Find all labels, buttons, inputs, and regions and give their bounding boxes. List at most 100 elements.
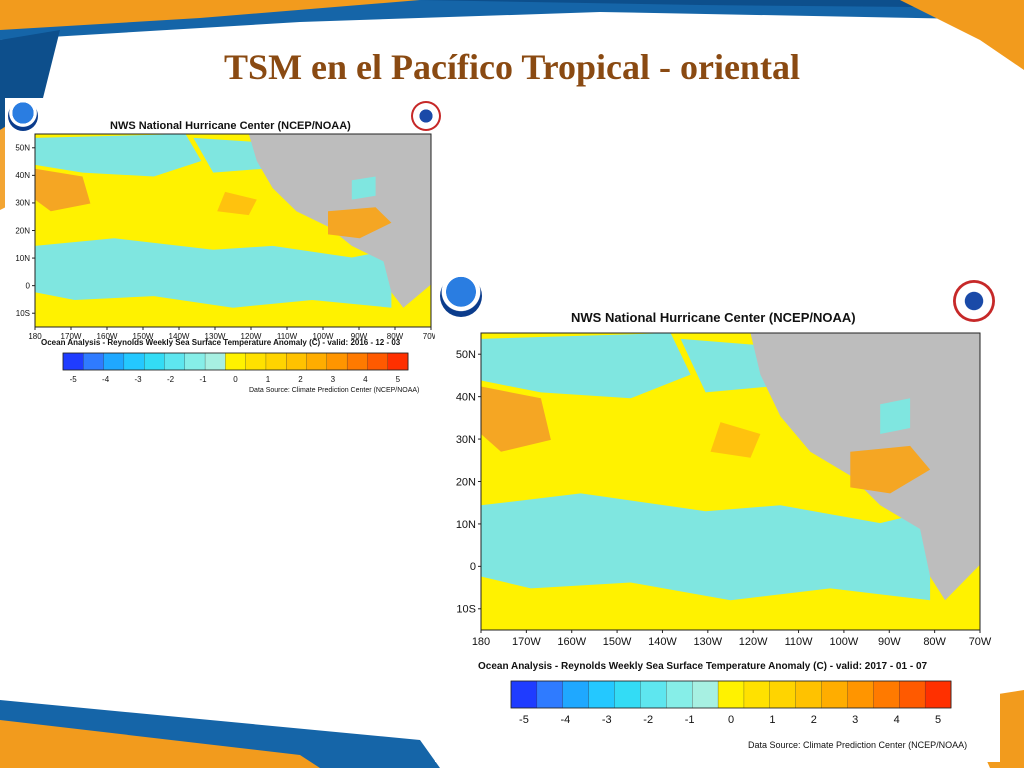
colorbar-swatch	[666, 680, 693, 709]
colorbar-label: 5	[396, 375, 401, 384]
lat-label: 20N	[456, 476, 476, 488]
lat-label: 50N	[15, 144, 30, 153]
cool-anomaly-region	[680, 338, 771, 393]
lon-label: 70W	[423, 332, 440, 341]
colorbar-swatch	[387, 352, 409, 371]
colorbar-label: 3	[331, 375, 336, 384]
colorbar-label: 2	[811, 714, 817, 726]
lon-label: 70W	[969, 636, 992, 648]
colorbar-label: -1	[685, 714, 695, 726]
colorbar-swatch	[692, 680, 719, 709]
gulf-cool-region	[880, 398, 911, 434]
warm-anomaly-region	[481, 386, 551, 452]
lon-label: 90W	[351, 332, 368, 341]
colorbar-label: 2	[298, 375, 303, 384]
colorbar-swatch	[123, 352, 145, 371]
colorbar-label: 4	[894, 714, 900, 726]
colorbar-label: -4	[102, 375, 110, 384]
lon-label: 160W	[557, 636, 586, 648]
lat-label: 40N	[456, 391, 476, 403]
colorbar-swatch	[795, 680, 823, 709]
lat-label: 10N	[456, 519, 476, 531]
lon-label: 130W	[205, 332, 226, 341]
colorbar-swatch	[640, 680, 667, 709]
lat-label: 0	[26, 281, 31, 290]
lat-label: 10N	[15, 254, 30, 263]
colorbar-swatch	[873, 680, 900, 709]
nws-logo	[411, 101, 441, 131]
colorbar-swatch	[184, 352, 206, 371]
colorbar-swatch	[144, 352, 165, 371]
colorbar-swatch	[225, 352, 247, 371]
colorbar-label: -5	[70, 375, 78, 384]
gulf-warm-region	[328, 207, 392, 239]
lat-label: 0	[470, 561, 476, 573]
colorbar-swatch	[717, 680, 745, 709]
colorbar-swatch	[614, 680, 641, 709]
lat-label: 40N	[15, 171, 30, 180]
equatorial-cool-band	[35, 238, 392, 308]
colorbar-label: -4	[560, 714, 570, 726]
equatorial-cool-band	[481, 493, 931, 601]
lon-label: 80W	[923, 636, 946, 648]
lon-label: 110W	[277, 332, 298, 341]
warm-anomaly-region	[710, 422, 761, 458]
colorbar-swatch	[83, 352, 105, 371]
lon-label: 150W	[133, 332, 154, 341]
lon-label: 170W	[512, 636, 541, 648]
colorbar-swatch	[847, 680, 874, 709]
cool-anomaly-region	[481, 333, 691, 399]
colorbar-swatch	[326, 352, 348, 371]
lon-label: 90W	[878, 636, 901, 648]
lat-label: 20N	[15, 226, 30, 235]
colorbar-label: 3	[852, 714, 858, 726]
colorbar-label: 1	[769, 714, 775, 726]
lon-label: 110W	[785, 636, 814, 648]
map-large-header: NWS National Hurricane Center (NCEP/NOAA…	[571, 310, 856, 325]
nws-logo	[953, 280, 995, 322]
map-large-caption: Ocean Analysis - Reynolds Weekly Sea Sur…	[478, 661, 928, 672]
colorbar-label: -3	[602, 714, 612, 726]
lon-label: 130W	[693, 636, 722, 648]
lon-label: 140W	[648, 636, 677, 648]
lon-label: 100W	[313, 332, 334, 341]
colorbar-swatch	[743, 680, 771, 709]
lon-label: 120W	[241, 332, 262, 341]
colorbar-label: -2	[167, 375, 175, 384]
colorbar-swatch	[306, 352, 328, 371]
colorbar-swatch	[286, 352, 307, 371]
lon-label: 170W	[61, 332, 82, 341]
colorbar-swatch	[924, 680, 952, 709]
gulf-cool-region	[351, 176, 376, 200]
colorbar-swatch	[899, 680, 926, 709]
cool-anomaly-region	[35, 134, 202, 177]
colorbar-swatch	[821, 680, 848, 709]
colorbar-label: -2	[643, 714, 653, 726]
colorbar-swatch	[367, 352, 389, 371]
colorbar-swatch	[204, 352, 226, 371]
colorbar-swatch	[346, 352, 368, 371]
sst-map-small: 50N 40N 30N 20N 10N 0 10S 180 170W 160W 150W 140W 13…	[5, 98, 445, 403]
lon-label: 140W	[169, 332, 190, 341]
lat-label: 10S	[456, 604, 476, 616]
cool-anomaly-region	[193, 137, 265, 173]
lon-label: 180	[472, 636, 490, 648]
colorbar-label: 5	[935, 714, 941, 726]
colorbar-swatch	[103, 352, 125, 371]
warm-anomaly-region	[35, 168, 91, 212]
lat-label: 30N	[15, 199, 30, 208]
colorbar-label: 4	[363, 375, 368, 384]
colorbar-swatch	[164, 352, 186, 371]
map-small-header: NWS National Hurricane Center (NCEP/NOAA…	[110, 120, 351, 132]
colorbar-swatch	[562, 680, 590, 709]
map-large-source: Data Source: Climate Prediction Center (…	[748, 740, 968, 750]
lon-label: 100W	[830, 636, 859, 648]
sst-map-large: 50N 40N 30N 20N 10N 0 10S 180 170W 160W 150W 140W 13…	[435, 270, 1000, 762]
colorbar-label: 0	[728, 714, 734, 726]
colorbar-label: -3	[135, 375, 143, 384]
lon-label: 120W	[739, 636, 768, 648]
warm-anomaly-region	[217, 191, 257, 216]
lon-label: 150W	[603, 636, 632, 648]
colorbar-label: -1	[199, 375, 207, 384]
